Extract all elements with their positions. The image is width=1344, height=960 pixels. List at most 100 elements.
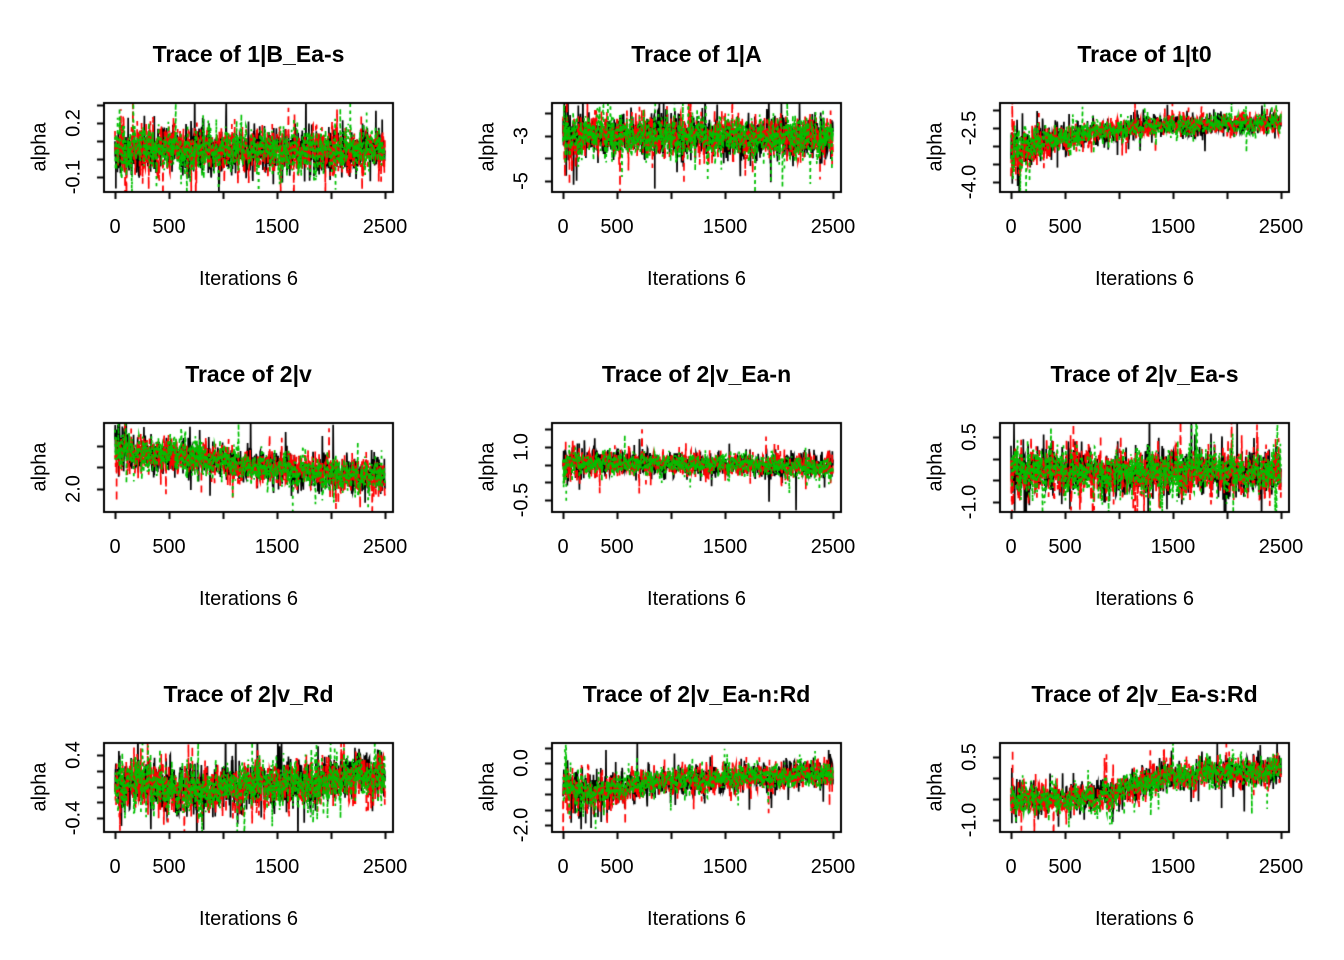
y-tick-label: -1.0 (958, 802, 981, 838)
x-tick-label: 500 (600, 856, 634, 878)
panel-title: Trace of 2|v (185, 361, 312, 387)
trace-panel: Trace of 2|v_Ea-s alpha Iterations 6 0.5… (896, 320, 1344, 640)
x-tick-label: 0 (109, 536, 121, 558)
x-tick-label: 1500 (1150, 216, 1196, 238)
x-axis-label: Iterations 6 (1095, 588, 1194, 610)
x-tick-label: 1500 (702, 216, 748, 238)
trace-plot-canvas (896, 640, 1344, 960)
y-axis-label: alpha (476, 442, 499, 492)
y-tick-label: 0.5 (958, 743, 981, 771)
y-tick-label: -3 (510, 127, 533, 145)
x-tick-label: 2500 (810, 216, 856, 238)
panel-title: Trace of 2|v_Ea-n:Rd (582, 681, 811, 707)
y-axis-label: alpha (28, 442, 51, 492)
x-tick-label: 2500 (810, 856, 856, 878)
x-axis-label: Iterations 6 (199, 268, 298, 290)
y-tick-label: -2.0 (510, 807, 533, 843)
trace-panel: Trace of 2|v_Ea-n alpha Iterations 6 1.0… (448, 320, 896, 640)
y-axis-label: alpha (924, 122, 947, 172)
x-tick-label: 2500 (1258, 216, 1304, 238)
panel-title: Trace of 1|t0 (1077, 41, 1212, 67)
y-tick-label: 1.0 (510, 433, 533, 461)
y-tick-label: -5 (510, 172, 533, 190)
x-tick-label: 500 (152, 856, 186, 878)
y-tick-label: 0.5 (958, 423, 981, 451)
x-tick-label: 2500 (810, 536, 856, 558)
trace-plot-canvas (448, 320, 896, 640)
panel-title: Trace of 2|v_Ea-s:Rd (1031, 681, 1258, 707)
x-tick-label: 500 (152, 536, 186, 558)
y-tick-label: 0.2 (62, 109, 85, 137)
y-axis-label: alpha (924, 442, 947, 492)
panel-title: Trace of 1|B_Ea-s (152, 41, 345, 67)
x-tick-label: 0 (1005, 536, 1017, 558)
trace-plot-canvas (448, 640, 896, 960)
x-axis-label: Iterations 6 (1095, 268, 1194, 290)
panel-title: Trace of 2|v_Ea-s (1050, 361, 1239, 387)
trace-plot-canvas (896, 0, 1344, 320)
x-tick-label: 0 (557, 856, 569, 878)
x-axis-label: Iterations 6 (199, 908, 298, 930)
x-tick-label: 0 (1005, 216, 1017, 238)
x-tick-label: 1500 (702, 536, 748, 558)
x-tick-label: 1500 (1150, 536, 1196, 558)
trace-panel: Trace of 1|A alpha Iterations 6 -3 -5 0 500… (448, 0, 896, 320)
x-tick-label: 1500 (254, 856, 300, 878)
trace-plot-canvas (0, 640, 448, 960)
y-tick-label: -0.5 (510, 482, 533, 518)
x-axis-label: Iterations 6 (1095, 908, 1194, 930)
x-tick-label: 500 (600, 536, 634, 558)
x-tick-label: 0 (109, 216, 121, 238)
y-tick-label: -1.0 (958, 484, 981, 520)
panel-title: Trace of 2|v_Ea-n (601, 361, 792, 387)
trace-panel: Trace of 1|B_Ea-s alpha Iterations 6 0.2… (0, 0, 448, 320)
trace-panel: Trace of 1|t0 alpha Iterations 6 -2.5 -4.… (896, 0, 1344, 320)
panel-title: Trace of 1|A (631, 41, 762, 67)
x-tick-label: 2500 (362, 216, 408, 238)
x-tick-label: 500 (152, 216, 186, 238)
trace-panel: Trace of 2|v alpha Iterations 6 2.0 0 500 1… (0, 320, 448, 640)
x-tick-label: 0 (1005, 856, 1017, 878)
x-tick-label: 1500 (254, 216, 300, 238)
trace-panel: Trace of 2|v_Rd alpha Iterations 6 0.4 -0… (0, 640, 448, 960)
trace-panel: Trace of 2|v_Ea-n:Rd alpha Iterations 6 … (448, 640, 896, 960)
y-axis-label: alpha (476, 762, 499, 812)
y-tick-label: 0.4 (62, 741, 85, 769)
x-tick-label: 2500 (362, 536, 408, 558)
trace-plot-canvas (0, 320, 448, 640)
x-axis-label: Iterations 6 (199, 588, 298, 610)
trace-plot-canvas (0, 0, 448, 320)
y-tick-label: -4.0 (958, 164, 981, 200)
x-tick-label: 0 (557, 536, 569, 558)
y-axis-label: alpha (28, 762, 51, 812)
panel-title: Trace of 2|v_Rd (163, 681, 334, 707)
trace-plot-canvas (896, 320, 1344, 640)
x-axis-label: Iterations 6 (647, 908, 746, 930)
x-tick-label: 0 (557, 216, 569, 238)
x-tick-label: 500 (1048, 856, 1082, 878)
x-tick-label: 0 (109, 856, 121, 878)
y-tick-label: 2.0 (62, 475, 85, 503)
x-tick-label: 500 (1048, 536, 1082, 558)
x-tick-label: 500 (600, 216, 634, 238)
y-axis-label: alpha (476, 122, 499, 172)
y-tick-label: -2.5 (958, 110, 981, 146)
y-axis-label: alpha (924, 762, 947, 812)
x-axis-label: Iterations 6 (647, 588, 746, 610)
x-axis-label: Iterations 6 (647, 268, 746, 290)
x-tick-label: 2500 (1258, 856, 1304, 878)
y-tick-label: -0.1 (62, 159, 85, 195)
y-axis-label: alpha (28, 122, 51, 172)
y-tick-label: 0.0 (510, 749, 533, 777)
x-tick-label: 2500 (362, 856, 408, 878)
trace-plot-canvas (448, 0, 896, 320)
trace-panel: Trace of 2|v_Ea-s:Rd alpha Iterations 6 … (896, 640, 1344, 960)
x-tick-label: 2500 (1258, 536, 1304, 558)
x-tick-label: 1500 (702, 856, 748, 878)
x-tick-label: 1500 (254, 536, 300, 558)
x-tick-label: 500 (1048, 216, 1082, 238)
x-tick-label: 1500 (1150, 856, 1196, 878)
y-tick-label: -0.4 (62, 800, 85, 836)
